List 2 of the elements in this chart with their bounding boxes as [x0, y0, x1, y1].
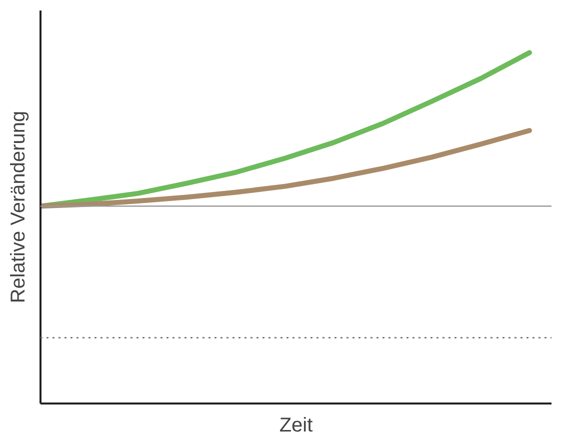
x-axis-title: Zeit — [279, 414, 314, 436]
y-axis-title: Relative Veränderung — [8, 110, 30, 304]
